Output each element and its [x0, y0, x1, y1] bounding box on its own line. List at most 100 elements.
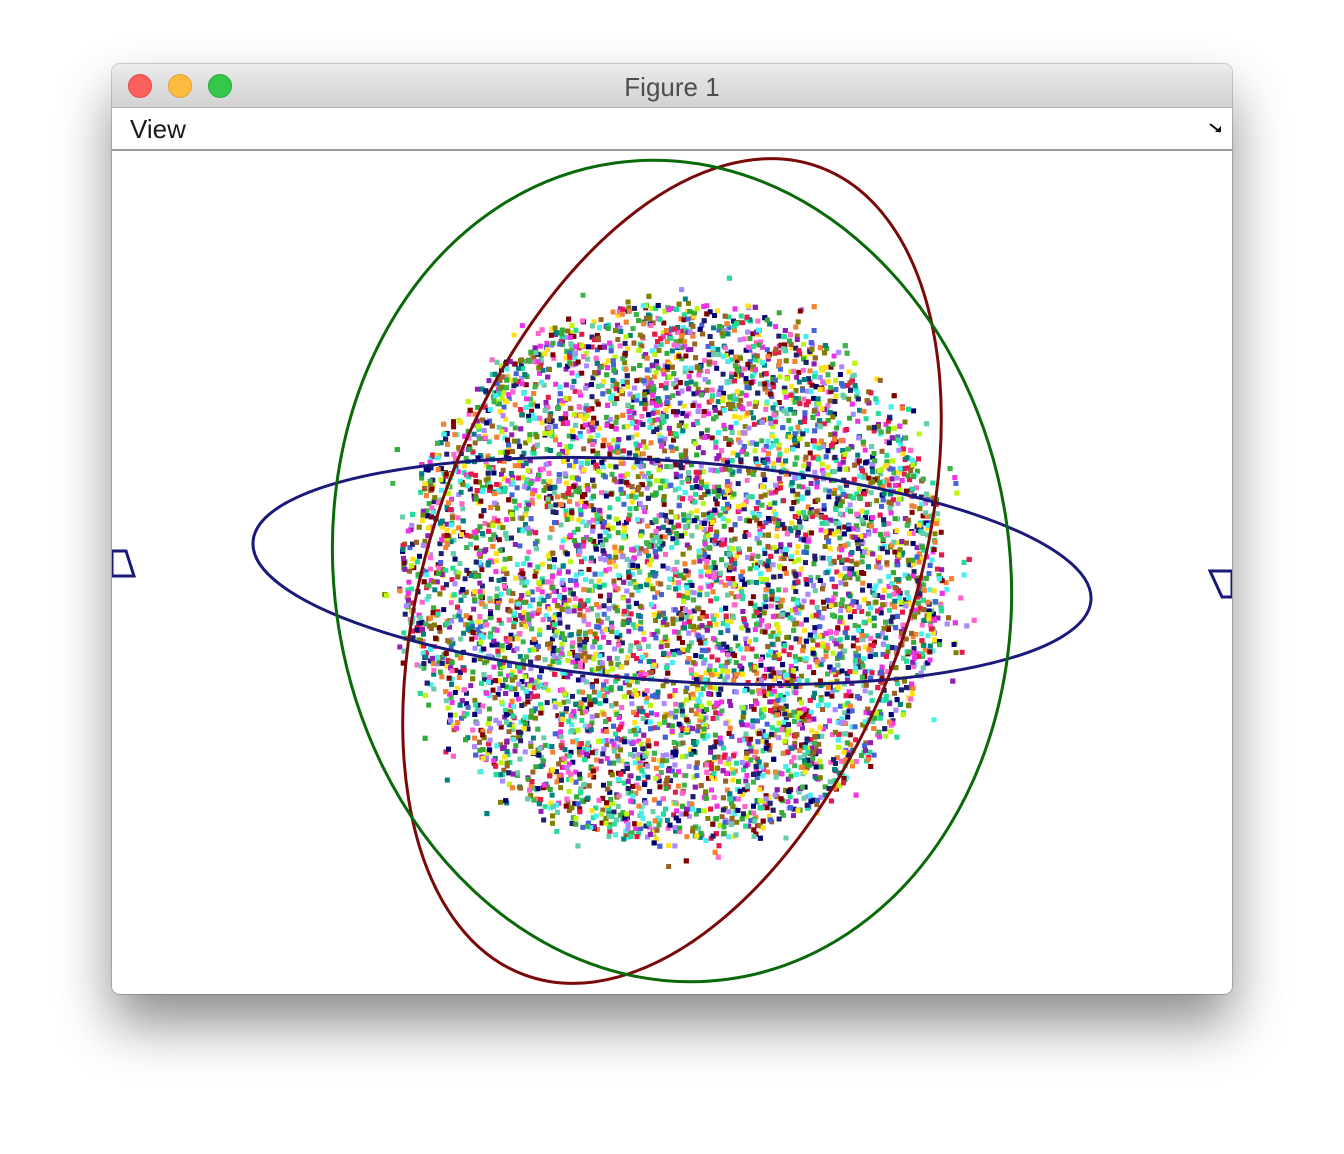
- point-marker: [621, 501, 627, 507]
- point-marker: [674, 531, 679, 536]
- point-marker: [636, 803, 642, 809]
- point-marker: [644, 367, 650, 373]
- point-marker: [681, 312, 687, 318]
- point-marker: [559, 631, 565, 637]
- point-marker: [884, 477, 890, 483]
- point-marker: [856, 627, 862, 633]
- point-marker: [702, 640, 708, 646]
- plot-canvas[interactable]: [112, 151, 1232, 994]
- point-marker: [572, 355, 578, 361]
- point-marker: [447, 624, 452, 630]
- point-marker: [631, 397, 637, 403]
- point-marker: [502, 707, 508, 713]
- point-marker: [654, 478, 660, 484]
- point-marker: [611, 809, 617, 815]
- point-marker: [464, 567, 470, 573]
- point-marker: [609, 738, 615, 744]
- point-marker: [943, 580, 949, 586]
- point-marker: [861, 656, 867, 662]
- point-marker: [709, 519, 715, 525]
- scene-3d: [112, 157, 1232, 985]
- point-marker: [566, 433, 572, 439]
- point-marker: [499, 699, 504, 705]
- point-marker: [476, 426, 482, 432]
- point-marker: [682, 296, 688, 302]
- point-marker: [874, 564, 880, 570]
- title-bar[interactable]: Figure 1: [112, 64, 1232, 108]
- point-marker: [676, 721, 682, 727]
- point-marker: [558, 785, 564, 791]
- point-marker: [529, 626, 535, 632]
- point-marker: [795, 424, 801, 430]
- point-marker: [541, 817, 547, 823]
- resize-arrow-icon[interactable]: [1208, 120, 1224, 136]
- point-marker: [727, 467, 733, 473]
- point-marker: [537, 632, 542, 638]
- point-marker: [793, 589, 799, 595]
- point-marker: [409, 600, 415, 606]
- point-marker: [790, 584, 796, 590]
- point-marker: [616, 727, 622, 733]
- point-marker: [671, 740, 677, 745]
- point-marker: [770, 699, 776, 705]
- point-marker: [626, 690, 632, 696]
- point-marker: [521, 450, 527, 456]
- point-marker: [898, 441, 904, 447]
- point-marker: [606, 716, 612, 722]
- close-button[interactable]: [128, 74, 152, 98]
- point-marker: [654, 712, 660, 718]
- point-marker: [449, 496, 454, 502]
- point-marker: [730, 777, 736, 783]
- point-marker: [447, 717, 453, 723]
- point-marker: [939, 567, 945, 573]
- point-marker: [443, 567, 449, 573]
- point-marker: [710, 569, 716, 575]
- point-marker: [584, 706, 590, 712]
- point-marker: [522, 674, 528, 680]
- point-marker: [653, 741, 659, 747]
- point-marker: [717, 410, 723, 416]
- point-marker: [862, 447, 868, 453]
- point-marker: [664, 464, 670, 470]
- menu-view[interactable]: View: [130, 114, 186, 144]
- point-marker: [641, 636, 647, 642]
- point-marker: [881, 521, 887, 527]
- point-marker: [718, 663, 724, 669]
- point-marker: [854, 491, 860, 497]
- point-marker: [536, 494, 542, 500]
- point-marker: [568, 559, 574, 565]
- point-marker: [771, 544, 777, 550]
- point-marker: [513, 371, 519, 377]
- point-marker: [635, 474, 641, 480]
- point-marker: [709, 435, 715, 441]
- point-marker: [670, 393, 676, 399]
- point-marker: [542, 804, 548, 810]
- point-marker: [624, 673, 630, 679]
- point-marker: [721, 422, 727, 428]
- point-marker: [514, 562, 520, 567]
- point-marker: [797, 308, 803, 314]
- point-marker: [607, 505, 613, 511]
- point-marker: [590, 375, 596, 381]
- point-marker: [833, 672, 839, 678]
- point-marker: [838, 543, 844, 549]
- point-marker: [424, 508, 430, 514]
- point-marker: [704, 427, 710, 433]
- point-marker: [497, 742, 503, 748]
- point-marker: [401, 630, 407, 636]
- point-marker: [815, 642, 821, 648]
- point-marker: [829, 693, 835, 699]
- point-marker: [755, 553, 761, 559]
- point-marker: [592, 543, 598, 549]
- point-marker: [539, 754, 545, 760]
- point-marker: [655, 409, 661, 415]
- point-marker: [817, 758, 823, 764]
- point-marker: [695, 386, 701, 392]
- point-marker: [615, 322, 621, 328]
- point-marker: [884, 453, 890, 458]
- point-marker: [673, 384, 679, 390]
- point-marker: [757, 612, 762, 618]
- point-marker: [954, 490, 960, 496]
- maximize-button[interactable]: [208, 74, 232, 98]
- minimize-button[interactable]: [168, 74, 192, 98]
